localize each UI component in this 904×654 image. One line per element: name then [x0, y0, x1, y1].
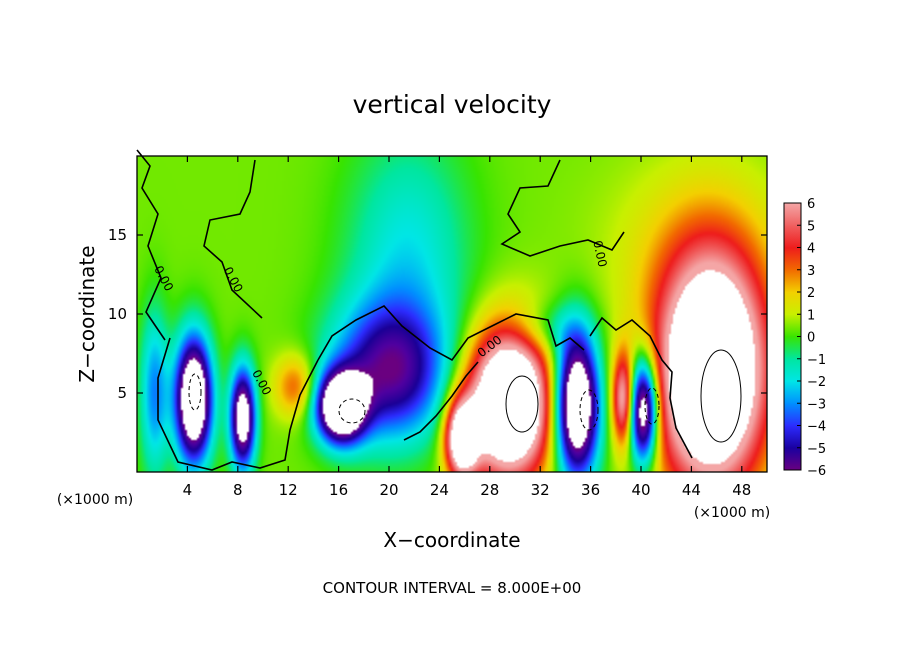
colorbar-label: −4	[807, 420, 826, 435]
y-tick-label: 10	[108, 305, 127, 323]
contour-interval-note: CONTOUR INTERVAL = 8.000E+00	[323, 579, 582, 597]
inner-contours	[188, 349, 742, 443]
colorbar-segment	[784, 292, 801, 315]
x-unit-left: (×1000 m)	[57, 492, 133, 508]
colorbar-segment	[784, 358, 801, 382]
colorbar-label: −6	[807, 464, 826, 479]
colorbar-label: −1	[807, 353, 826, 368]
x-tick-label: 16	[329, 481, 348, 499]
colorbar-segment	[784, 447, 801, 471]
colorbar-label: 2	[807, 286, 815, 301]
colorbar-segment	[784, 225, 801, 248]
x-tick-label: 48	[732, 481, 751, 499]
colorbar-segment	[784, 381, 801, 404]
x-tick-label: 28	[480, 481, 499, 499]
x-tick-label: 40	[631, 481, 650, 499]
zero-contour-lines	[136, 149, 693, 471]
x-axis-label: X−coordinate	[383, 528, 520, 552]
x-tick-label: 32	[531, 481, 550, 499]
x-tick-label: 4	[183, 481, 193, 499]
colorbar-label: 3	[807, 264, 815, 279]
x-unit-right: (×1000 m)	[694, 505, 770, 521]
x-tick-label: 44	[682, 481, 701, 499]
x-axis: 4 8 12 16 20 24 28 32 36 40 44 48	[183, 156, 751, 499]
colorbar-segment	[784, 403, 801, 426]
colorbar: 6 5 4 3 2 1 0 −1 −2 −3 −4 −5 −6	[783, 197, 826, 479]
velocity-field	[137, 156, 767, 472]
colorbar-label: 6	[807, 197, 815, 212]
colorbar-label: 1	[807, 308, 815, 323]
y-tick-label: 15	[108, 226, 127, 244]
contour-label: 0.00	[590, 239, 609, 268]
x-tick-label: 12	[279, 481, 298, 499]
x-tick-label: 36	[581, 481, 600, 499]
colorbar-label: −2	[807, 375, 826, 390]
colorbar-label: −5	[807, 442, 826, 457]
colorbar-segment	[784, 336, 801, 360]
colorbar-segment	[784, 314, 801, 337]
y-axis: 5 10 15	[108, 226, 767, 402]
x-tick-label: 24	[430, 481, 449, 499]
y-tick-label: 5	[117, 384, 127, 402]
colorbar-label: 5	[807, 219, 815, 234]
x-tick-label: 20	[379, 481, 398, 499]
colorbar-segment	[784, 247, 801, 271]
x-tick-label: 8	[233, 481, 243, 499]
plot-area: 0.00 0.00 0.00 0.00 0.00 4 8 12 16 20 24 28 32 3…	[108, 149, 768, 499]
colorbar-segment	[784, 203, 801, 226]
colorbar-segment	[784, 425, 801, 449]
chart-title: vertical velocity	[353, 90, 552, 119]
colorbar-label: 0	[807, 331, 815, 346]
colorbar-label: 4	[807, 242, 815, 257]
y-axis-label: Z−coordinate	[75, 245, 99, 382]
colorbar-segment	[784, 269, 801, 293]
colorbar-label: −3	[807, 397, 826, 412]
